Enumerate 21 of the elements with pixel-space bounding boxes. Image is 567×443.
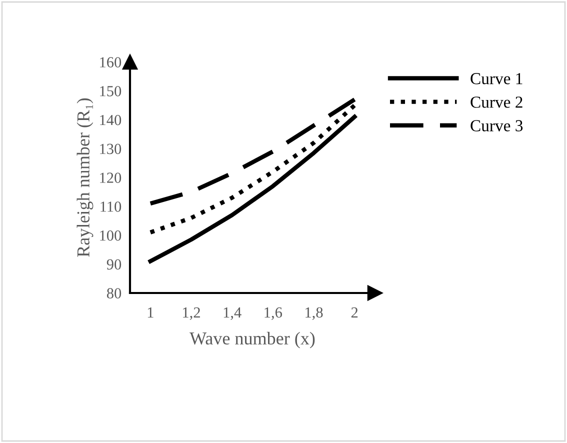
x-tick-label: 1,6 — [264, 307, 282, 320]
x-tick-label: 2 — [351, 307, 358, 318]
legend-label: Curve 1 — [470, 73, 522, 84]
y-tick-label: 80 — [106, 288, 122, 298]
x-axis-title: Wave number (x) — [190, 332, 315, 348]
y-tick-label: 150 — [100, 86, 122, 96]
y-tick-label: 140 — [100, 114, 122, 126]
line-series — [148, 114, 357, 264]
legend-label: Curve 2 — [470, 96, 522, 108]
x-tick-label: 1 — [148, 307, 154, 318]
y-tick-label: 160 — [100, 57, 122, 68]
y-tick-label: 90 — [106, 259, 122, 270]
y-tick-label: 110 — [100, 202, 122, 212]
y-axis-title: Rayleigh number (R₁) — [76, 98, 94, 257]
y-tick-label: 120 — [100, 172, 122, 183]
x-tick-label: 1,4 — [224, 307, 242, 320]
y-tick-label: 130 — [100, 144, 122, 154]
x-tick-label: 1,2 — [183, 307, 200, 320]
x-tick-label: 1,8 — [306, 307, 323, 320]
legend-label: Curve 3 — [470, 120, 523, 132]
y-tick-label: 100 — [100, 230, 122, 241]
